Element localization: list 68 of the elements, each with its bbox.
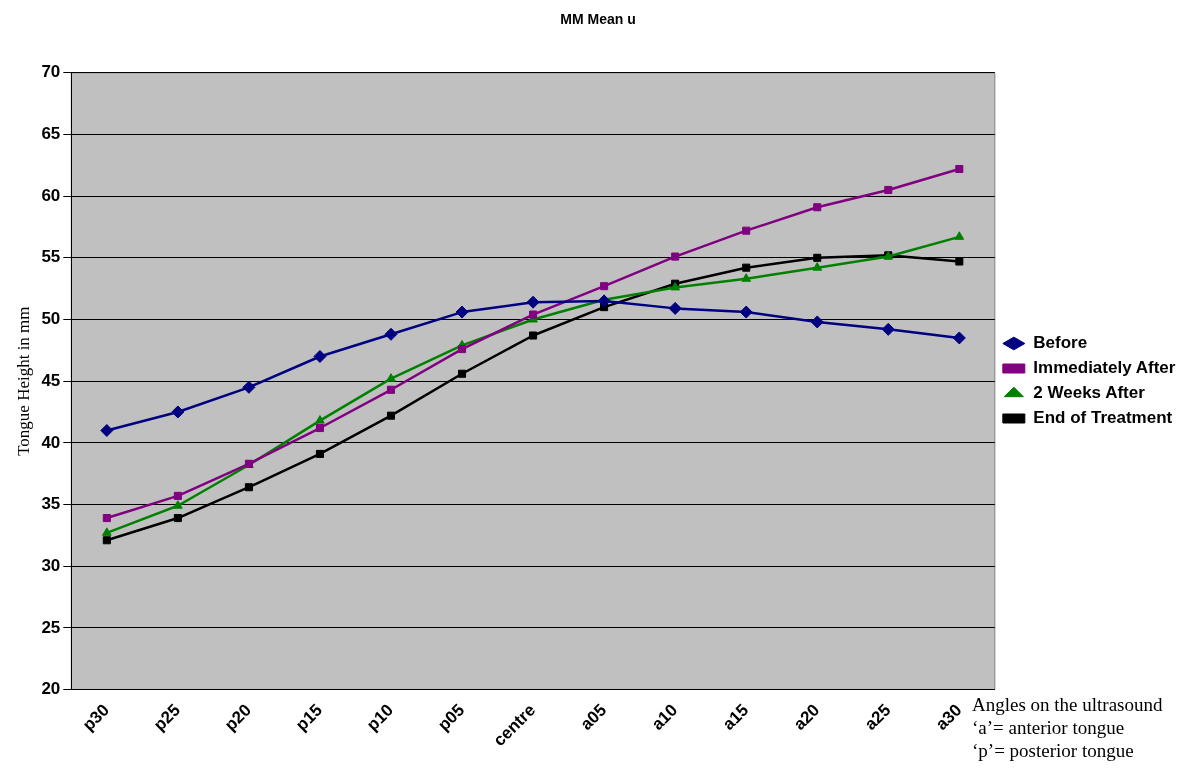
legend-label: End of Treatment bbox=[1033, 408, 1173, 428]
legend-label: Before bbox=[1033, 333, 1088, 353]
text: ‘p’= posterior tongue bbox=[972, 739, 1135, 762]
point bbox=[529, 310, 538, 319]
point bbox=[173, 500, 183, 509]
point bbox=[458, 369, 467, 378]
point bbox=[600, 282, 609, 291]
point bbox=[102, 536, 111, 545]
y-axis-title: Tongue Height in mm bbox=[13, 306, 33, 456]
y-tick-label: 30 bbox=[41, 555, 61, 575]
point bbox=[526, 295, 540, 309]
point bbox=[386, 385, 396, 394]
y-tick-label: 25 bbox=[41, 617, 61, 637]
point bbox=[952, 331, 966, 345]
point bbox=[244, 483, 253, 492]
point bbox=[171, 405, 185, 419]
legend-label: Immediately After bbox=[1033, 358, 1176, 378]
y-tick-label: 55 bbox=[41, 247, 61, 267]
x-tick-label: a25 bbox=[860, 700, 895, 734]
point bbox=[812, 262, 823, 271]
point bbox=[671, 252, 680, 261]
point bbox=[242, 380, 256, 394]
point bbox=[954, 231, 965, 240]
point bbox=[742, 226, 751, 235]
text: ‘a’= anterior tongue bbox=[972, 716, 1126, 739]
point bbox=[597, 294, 611, 308]
chart-title: MM Mean u bbox=[560, 11, 636, 28]
point bbox=[813, 203, 822, 212]
point bbox=[668, 301, 682, 315]
point bbox=[810, 315, 824, 329]
point bbox=[455, 305, 469, 319]
point bbox=[955, 164, 964, 174]
point bbox=[315, 423, 324, 433]
point bbox=[955, 257, 964, 266]
point bbox=[881, 322, 895, 336]
x-tick-label: a20 bbox=[789, 700, 824, 734]
point bbox=[173, 491, 182, 500]
point bbox=[313, 349, 327, 363]
point bbox=[386, 373, 396, 382]
x-tick-label: a30 bbox=[931, 700, 966, 734]
y-tick-label: 40 bbox=[41, 432, 61, 452]
y-tick-label: 60 bbox=[41, 185, 61, 205]
y-tick-label: 45 bbox=[41, 370, 61, 390]
point bbox=[741, 273, 752, 282]
point bbox=[315, 415, 325, 424]
y-tick-label: 35 bbox=[41, 494, 61, 514]
x-tick-label: a10 bbox=[647, 700, 682, 734]
point bbox=[102, 527, 112, 536]
legend-label: 2 Weeks After bbox=[1033, 383, 1146, 403]
point bbox=[813, 253, 822, 262]
point bbox=[742, 263, 751, 272]
point bbox=[102, 514, 111, 523]
x-tick-label: a15 bbox=[718, 700, 753, 734]
point bbox=[739, 305, 753, 319]
point bbox=[458, 345, 467, 354]
point bbox=[173, 514, 182, 523]
y-tick-label: 70 bbox=[41, 62, 61, 82]
y-tick-label: 65 bbox=[41, 124, 61, 144]
point bbox=[386, 411, 396, 420]
x-tick-label: a05 bbox=[576, 700, 611, 734]
y-tick-label: 20 bbox=[41, 679, 61, 699]
y-tick-label: 50 bbox=[41, 309, 61, 329]
point bbox=[384, 327, 398, 341]
point bbox=[100, 423, 114, 437]
point bbox=[315, 449, 324, 458]
point bbox=[529, 331, 538, 340]
point bbox=[884, 185, 893, 195]
text: Angles on the ultrasound bbox=[972, 693, 1163, 716]
